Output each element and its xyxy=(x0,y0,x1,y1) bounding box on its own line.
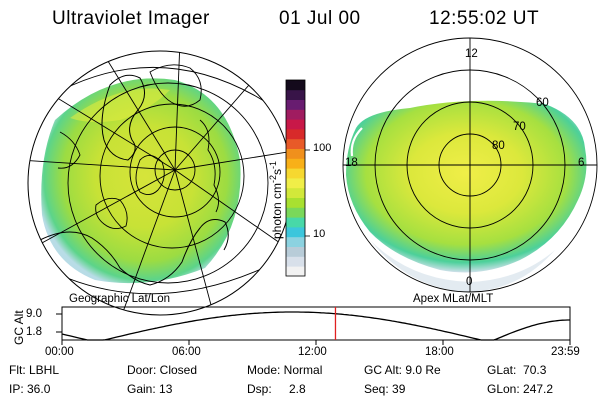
dsp-value: 2.8 xyxy=(289,382,306,396)
arctic-islands-coastline xyxy=(135,155,165,195)
colorbar-band xyxy=(286,197,305,208)
altitude-ytick-label-1-8: 1.8 xyxy=(26,326,42,338)
orbit-altitude-curve xyxy=(61,311,570,341)
auroral-emission-region-mag xyxy=(346,100,587,273)
colorbar-band xyxy=(286,80,305,91)
door-info: Door: Closed xyxy=(127,363,198,377)
colorbar-frame xyxy=(285,79,306,277)
colorbar-band xyxy=(286,217,305,228)
hudson-bay-coastline xyxy=(95,197,128,229)
glon-info: GLon: 247.2 xyxy=(487,382,554,396)
mlat-label-80: 80 xyxy=(492,140,505,152)
colorbar xyxy=(286,80,305,277)
geo-meridian xyxy=(174,169,291,251)
colorbar-band xyxy=(286,158,305,169)
colorbar-label-100: 100 xyxy=(313,142,332,154)
colorbar-unit-label: photon cm-2s-1 xyxy=(268,160,284,239)
time-tick-label-0000: 00:00 xyxy=(45,346,74,358)
left-panel-caption: Geographic Lat/Lon xyxy=(69,293,171,305)
seq-info: Seq: 39 xyxy=(364,382,406,396)
gain-info: Gain: 13 xyxy=(127,382,173,396)
dim-emission-fringe xyxy=(370,240,555,292)
colorbar-band xyxy=(286,207,305,218)
geographic-map xyxy=(27,50,293,316)
time-tick-label-1200: 12:00 xyxy=(298,346,327,358)
image-date: 01 Jul 00 xyxy=(279,8,361,29)
colorbar-band xyxy=(286,138,305,149)
mlt-label-6: 6 xyxy=(578,157,585,169)
colorbar-band xyxy=(286,178,305,189)
altitude-ylabel: GC Alt xyxy=(12,310,26,345)
mlat-label-70: 70 xyxy=(513,121,526,133)
geo-lat-circle xyxy=(154,149,196,191)
bright-emission-patch xyxy=(70,88,170,123)
mlt-label-12: 12 xyxy=(465,48,478,60)
geo-lat-circle xyxy=(129,126,221,218)
mlt-label-0: 0 xyxy=(466,276,473,288)
mode-info: Mode: Normal xyxy=(247,363,323,377)
geo-meridian xyxy=(174,69,263,171)
geo-meridian xyxy=(28,169,176,256)
colorbar-band xyxy=(286,246,305,257)
filter-info: Flt: LBHL xyxy=(9,363,60,377)
altitude-ytick-label-9: 9.0 xyxy=(26,308,42,320)
time-tick-label-2359: 23:59 xyxy=(551,346,580,358)
colorbar-band xyxy=(286,236,305,247)
colorbar-band xyxy=(286,227,305,238)
geo-meridian xyxy=(174,169,216,315)
geo-lat-circle xyxy=(99,103,245,249)
glat-info: GLat: 70.3 xyxy=(487,363,547,377)
geo-meridian xyxy=(119,169,176,315)
colorbar-band xyxy=(286,148,305,159)
north-america-coastline xyxy=(39,219,229,286)
ip-info: IP: 36.0 xyxy=(9,382,51,396)
dsp-label: Dsp: xyxy=(247,382,272,396)
island-coastline xyxy=(149,64,202,107)
right-panel-caption: Apex MLat/MLT xyxy=(413,293,494,305)
geo-meridian xyxy=(28,159,176,171)
mlt-label-18: 18 xyxy=(345,157,358,169)
colorbar-band xyxy=(286,119,305,130)
colorbar-band xyxy=(286,168,305,179)
instrument-title: Ultraviolet Imager xyxy=(52,8,210,29)
alaska-coastline xyxy=(199,119,219,213)
colorbar-band xyxy=(286,99,305,110)
geo-lat-circle xyxy=(67,82,269,284)
colorbar-label-10: 10 xyxy=(313,228,326,240)
colorbar-band xyxy=(286,266,305,277)
time-tick-label-1800: 18:00 xyxy=(425,346,454,358)
altitude-plot xyxy=(56,306,571,345)
colorbar-band xyxy=(286,89,305,100)
time-tick-label-0600: 06:00 xyxy=(172,346,201,358)
greenland-coastline xyxy=(101,74,145,161)
magnetic-polar-map xyxy=(342,37,598,293)
mlat-label-60: 60 xyxy=(536,97,549,109)
gc-alt-info: GC Alt: 9.0 Re xyxy=(364,363,441,377)
terminator-arc xyxy=(350,127,363,157)
colorbar-band xyxy=(286,109,305,120)
geo-meridian xyxy=(174,149,292,171)
scandinavia-coastline xyxy=(57,131,81,169)
colorbar-band xyxy=(286,256,305,267)
colorbar-band xyxy=(286,129,305,140)
colorbar-band xyxy=(286,187,305,198)
image-time: 12:55:02 UT xyxy=(429,8,540,29)
